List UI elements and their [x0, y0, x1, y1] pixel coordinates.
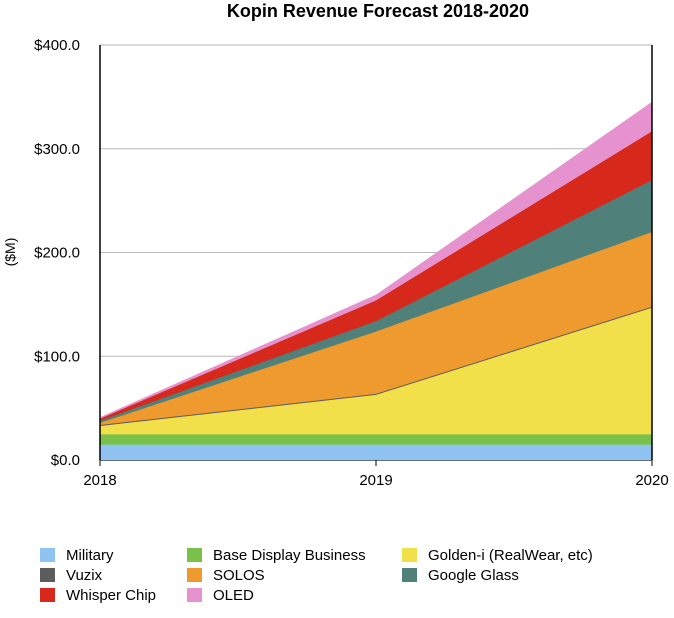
x-tick-labels: 2018 2019 2020 — [83, 472, 668, 489]
legend-label: Military — [66, 547, 114, 564]
axes — [99, 45, 653, 466]
legend-swatch — [402, 548, 417, 562]
legend-item: OLED — [187, 587, 254, 604]
y-axis-label: ($M) — [2, 238, 18, 267]
legend-item: Vuzix — [40, 567, 103, 584]
legend-item: Whisper Chip — [40, 587, 156, 604]
legend-label: SOLOS — [213, 567, 265, 584]
legend-swatch — [40, 548, 55, 562]
legend-item: Military — [40, 547, 114, 564]
y-tick-label: $200.0 — [34, 245, 80, 262]
legend-swatch — [187, 588, 202, 602]
area-military — [99, 444, 653, 461]
y-tick-label: $100.0 — [34, 348, 80, 365]
x-tick-label: 2018 — [83, 472, 116, 489]
legend-swatch — [187, 568, 202, 582]
legend-label: Vuzix — [66, 567, 103, 584]
legend-item: Golden-i (RealWear, etc) — [402, 547, 593, 564]
area-base-display-business — [99, 433, 653, 445]
x-tick-label: 2020 — [635, 472, 668, 489]
y-tick-label: $400.0 — [34, 37, 80, 54]
legend-item: Base Display Business — [187, 547, 366, 564]
legend: Military Vuzix Whisper Chip Base Display Bu… — [40, 547, 593, 604]
legend-label: Google Glass — [428, 567, 519, 584]
legend-label: Golden-i (RealWear, etc) — [428, 547, 593, 564]
legend-item: Google Glass — [402, 567, 519, 584]
area-series — [99, 101, 653, 461]
legend-swatch — [402, 568, 417, 582]
legend-swatch — [40, 588, 55, 602]
y-tick-label: $0.0 — [51, 452, 80, 469]
x-tick-label: 2019 — [359, 472, 392, 489]
legend-label: Whisper Chip — [66, 587, 156, 604]
legend-swatch — [40, 568, 55, 582]
legend-item: SOLOS — [187, 567, 265, 584]
chart-title: Kopin Revenue Forecast 2018-2020 — [227, 1, 529, 21]
y-tick-label: $300.0 — [34, 141, 80, 158]
legend-swatch — [187, 548, 202, 562]
y-tick-labels: $0.0 $100.0 $200.0 $300.0 $400.0 — [34, 37, 80, 469]
legend-label: Base Display Business — [213, 547, 366, 564]
legend-label: OLED — [213, 587, 254, 604]
